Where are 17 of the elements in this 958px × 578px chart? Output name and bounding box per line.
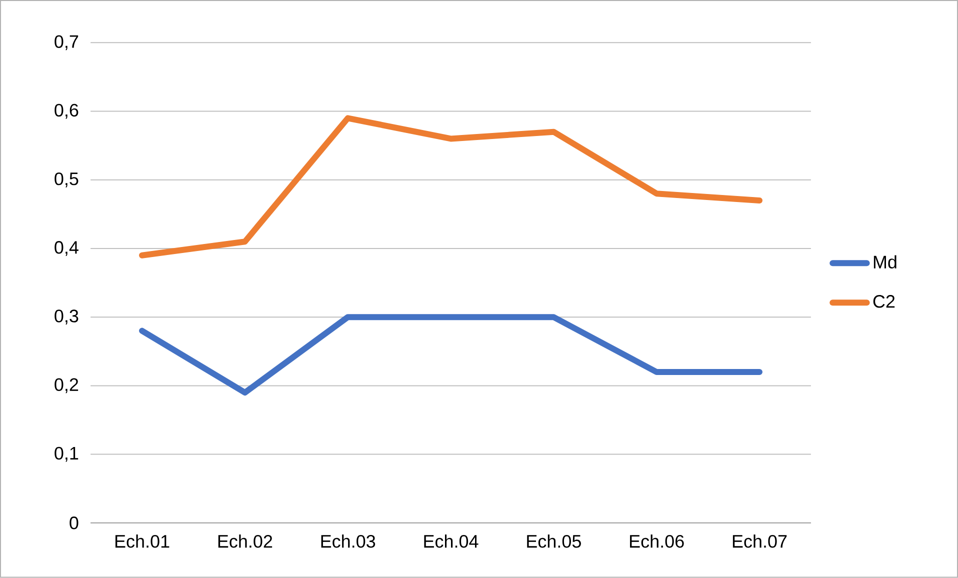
x-tick-label: Ech.05 xyxy=(527,534,581,548)
y-tick-label: 0 xyxy=(70,516,78,530)
y-tick-label: 0,3 xyxy=(54,310,78,325)
y-tick-label: 0,4 xyxy=(54,241,78,256)
y-tick-label: 0,7 xyxy=(54,35,78,50)
y-tick-label: 0,6 xyxy=(54,104,78,119)
legend-label: C2 xyxy=(873,295,895,308)
y-tick-label: 0,5 xyxy=(54,172,78,188)
y-tick-label: 0,2 xyxy=(54,378,78,394)
x-tick-label: Ech.04 xyxy=(424,534,478,548)
x-tick-label: Ech.03 xyxy=(321,534,376,548)
x-tick-label: Ech.01 xyxy=(115,534,170,548)
y-tick-label: 0,1 xyxy=(54,446,78,462)
x-tick-label: Ech.06 xyxy=(630,534,684,548)
x-tick-label: Ech.07 xyxy=(732,534,787,548)
legend-label: Md xyxy=(874,255,896,269)
x-tick-label: Ech.02 xyxy=(218,534,272,548)
